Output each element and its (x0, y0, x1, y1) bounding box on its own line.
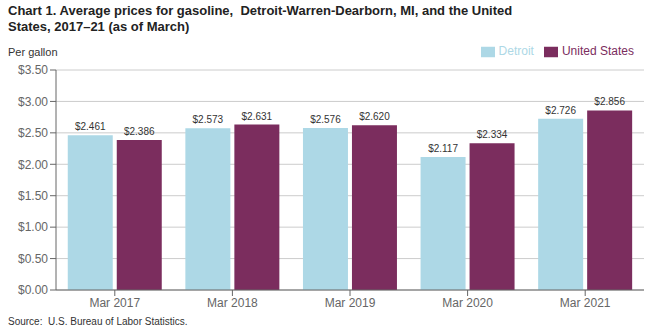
html-text:States, 2017–21 (as of March): States, 2017–21 (as of March) (8, 19, 190, 34)
svg-text:$2.50: $2.50 (18, 126, 48, 140)
svg-text:$3.00: $3.00 (18, 95, 48, 109)
svg-text:$3.50: $3.50 (18, 63, 48, 77)
svg-text:Mar 2017: Mar 2017 (89, 296, 140, 310)
html-text:Chart 1. Average prices for ga: Chart 1. Average prices for gasoline, De… (8, 3, 513, 18)
svg-text:$2.856: $2.856 (594, 96, 625, 107)
html-text:Per gallon: Per gallon (8, 46, 58, 58)
svg-text:$2.631: $2.631 (242, 111, 273, 122)
svg-text:$2.117: $2.117 (428, 143, 458, 154)
svg-text:$2.461: $2.461 (75, 121, 106, 132)
svg-text:Mar 2020: Mar 2020 (442, 296, 493, 310)
svg-text:$2.334: $2.334 (477, 129, 508, 140)
html-text:Detroit: Detroit (498, 44, 534, 58)
svg-text:Mar 2018: Mar 2018 (207, 296, 258, 310)
svg-text:$0.50: $0.50 (18, 252, 48, 266)
svg-text:$1.50: $1.50 (18, 189, 48, 203)
html-text:United States: United States (562, 44, 634, 58)
html-text:Source: U.S. Bureau of Labor S: Source: U.S. Bureau of Labor Statistics. (8, 316, 188, 327)
svg-text:$2.620: $2.620 (359, 111, 390, 122)
svg-text:$2.726: $2.726 (545, 105, 576, 116)
svg-text:$0.00: $0.00 (18, 283, 48, 297)
svg-text:$2.576: $2.576 (310, 114, 341, 125)
svg-text:$2.573: $2.573 (193, 114, 224, 125)
svg-text:$1.00: $1.00 (18, 220, 48, 234)
svg-text:$2.00: $2.00 (18, 158, 48, 172)
svg-text:Mar 2021: Mar 2021 (560, 296, 611, 310)
svg-text:$2.386: $2.386 (124, 126, 155, 137)
svg-text:Mar 2019: Mar 2019 (325, 296, 376, 310)
